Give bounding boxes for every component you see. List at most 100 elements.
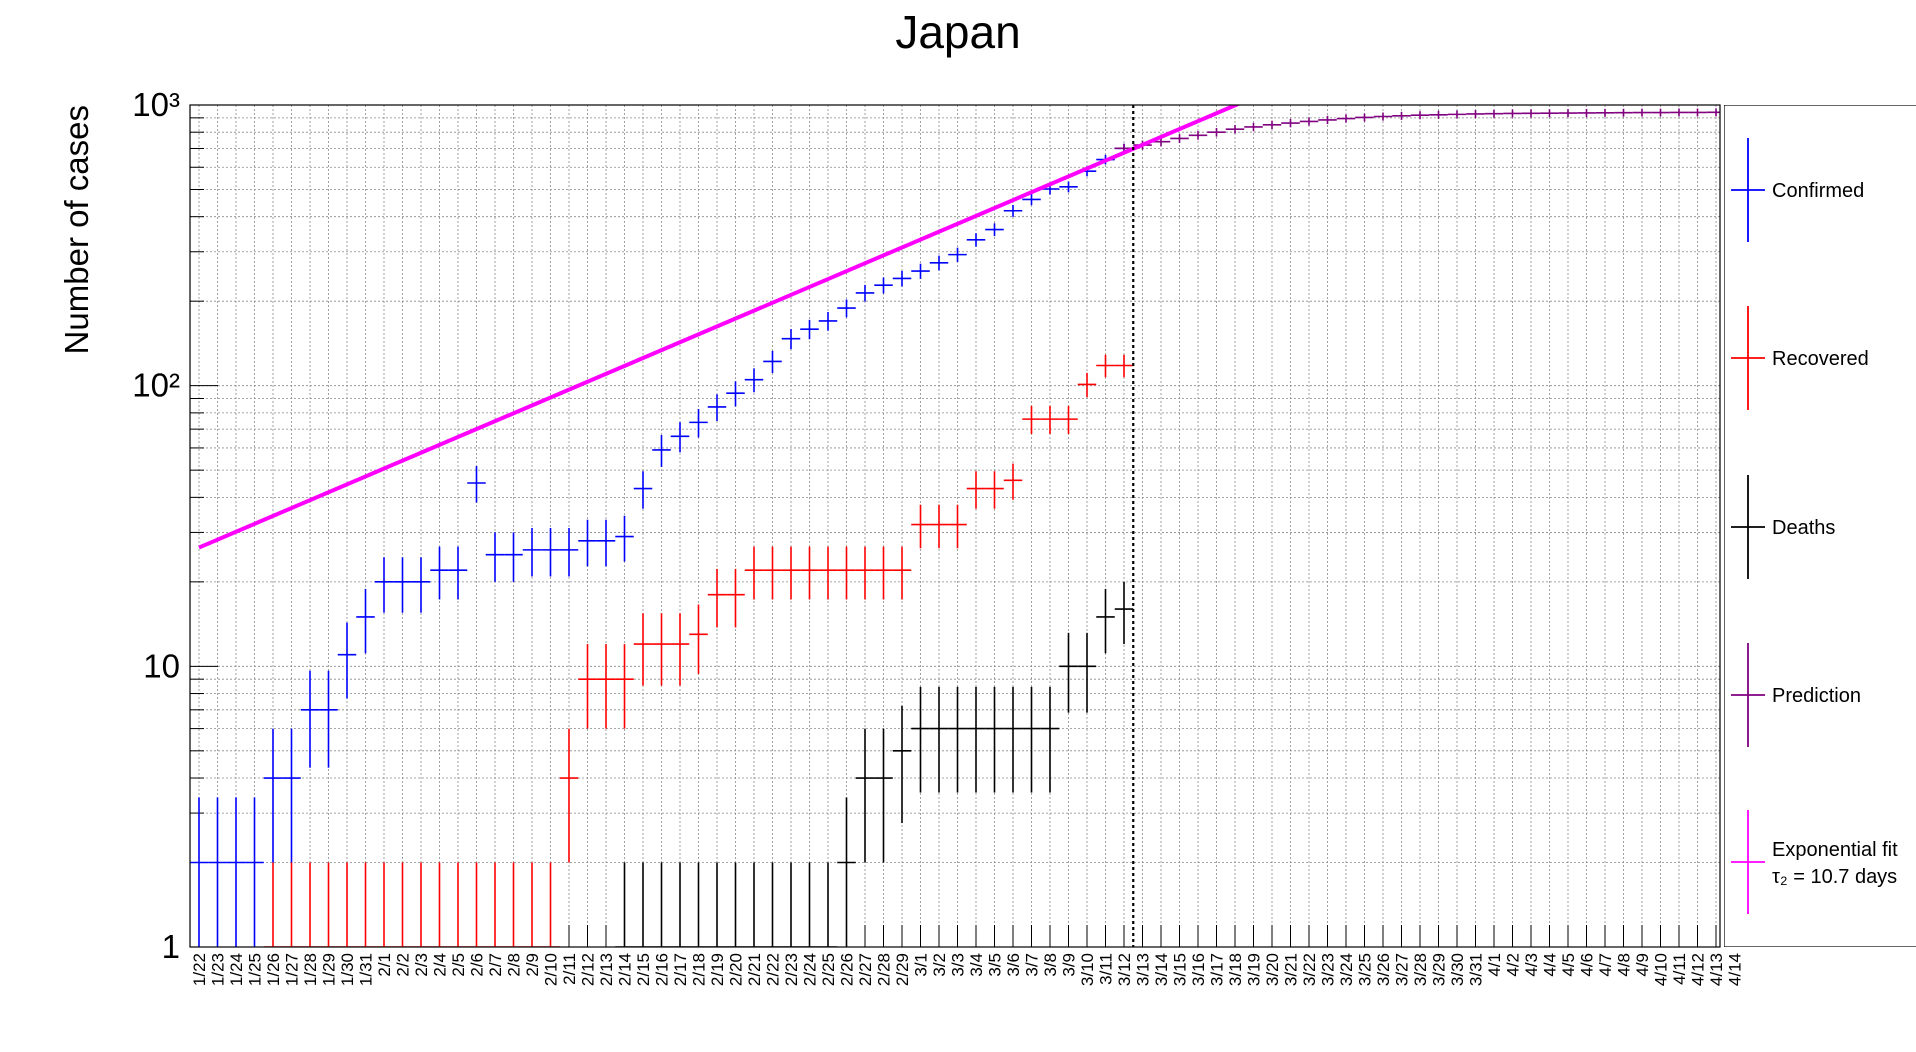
x-tick-label: 2/17 (671, 953, 690, 986)
x-tick-label: 2/24 (801, 953, 820, 986)
point-confirmed (300, 670, 320, 768)
legend-marker-confirmed (1731, 138, 1765, 242)
point-recovered (633, 613, 653, 686)
point-confirmed (504, 532, 523, 582)
x-tick-label: 1/26 (264, 953, 283, 986)
point-recovered (892, 546, 912, 600)
x-tick-label: 3/3 (949, 953, 968, 977)
point-confirmed (837, 299, 856, 318)
x-tick-label: 2/25 (819, 953, 838, 986)
point-prediction (1447, 110, 1467, 119)
point-deaths (689, 862, 708, 947)
point-recovered (837, 546, 856, 600)
x-tick-label: 2/26 (838, 953, 857, 986)
point-recovered (1040, 405, 1060, 434)
point-deaths (855, 728, 875, 863)
point-recovered (485, 862, 505, 947)
x-tick-label: 3/10 (1078, 953, 1097, 986)
x-tick-label: 2/4 (431, 953, 450, 977)
point-prediction (1484, 109, 1504, 118)
point-prediction (1521, 109, 1541, 118)
x-tick-label: 3/16 (1189, 953, 1208, 986)
point-recovered (448, 862, 468, 947)
x-axis-ticks: 1/22 1/23 1/24 1/25 1/26 1/27 1/28 1/29 1/30 1/31… (190, 925, 1745, 986)
point-confirmed (522, 528, 542, 577)
legend-label: Deaths (1772, 517, 1835, 539)
point-recovered (615, 644, 634, 729)
x-tick-label: 3/9 (1060, 953, 1079, 977)
x-tick-label: 3/18 (1226, 953, 1245, 986)
x-tick-label: 3/1 (912, 953, 931, 977)
x-tick-label: 3/20 (1263, 953, 1282, 986)
point-deaths (1096, 588, 1115, 654)
plot-area (190, 105, 1720, 947)
point-recovered (578, 644, 597, 729)
point-confirmed (467, 466, 486, 503)
legend-label: Confirmed (1772, 180, 1864, 202)
point-confirmed (190, 797, 209, 947)
point-recovered (966, 471, 986, 509)
point-confirmed (448, 546, 468, 600)
point-recovered (929, 504, 949, 549)
point-prediction (1318, 115, 1337, 125)
x-tick-label: 3/28 (1411, 953, 1430, 986)
point-confirmed (430, 546, 449, 600)
point-prediction (1558, 109, 1578, 118)
point-confirmed (855, 284, 875, 302)
point-recovered (393, 862, 412, 947)
point-confirmed (966, 233, 986, 247)
point-deaths (633, 862, 653, 947)
point-confirmed (263, 728, 283, 863)
point-deaths (800, 862, 819, 947)
x-tick-label: 2/14 (616, 953, 635, 986)
point-deaths (781, 862, 801, 947)
x-tick-label: 4/3 (1522, 953, 1541, 977)
x-tick-label: 1/30 (338, 953, 357, 986)
point-deaths (1022, 686, 1041, 793)
point-confirmed (911, 263, 930, 279)
point-deaths (652, 862, 671, 947)
point-deaths (763, 862, 782, 947)
grid (190, 105, 1735, 947)
x-tick-label: 3/29 (1430, 953, 1449, 986)
x-tick-label: 3/13 (1134, 953, 1153, 986)
x-tick-label: 2/9 (523, 953, 542, 977)
point-recovered (726, 568, 745, 628)
point-confirmed (356, 588, 375, 654)
x-tick-label: 1/25 (246, 953, 265, 986)
x-tick-label: 4/4 (1541, 953, 1560, 977)
point-prediction (1225, 125, 1245, 134)
point-recovered (874, 546, 893, 600)
y-tick-label: 10 (143, 647, 180, 684)
point-confirmed (800, 319, 819, 340)
x-tick-label: 2/10 (542, 953, 561, 986)
point-recovered (689, 604, 708, 674)
point-recovered (1114, 354, 1134, 378)
x-tick-label: 4/6 (1578, 953, 1597, 977)
point-recovered (467, 862, 486, 947)
point-prediction (1595, 108, 1615, 117)
x-tick-label: 4/9 (1633, 953, 1652, 977)
x-tick-label: 3/22 (1300, 953, 1319, 986)
point-confirmed (337, 622, 357, 699)
x-tick-label: 2/22 (764, 953, 783, 986)
point-prediction (1651, 108, 1670, 117)
x-tick-label: 2/29 (893, 953, 912, 986)
x-tick-label: 1/29 (320, 953, 339, 986)
point-confirmed (929, 255, 949, 271)
point-confirmed (689, 408, 708, 438)
y-axis-label: Number of cases (58, 105, 95, 354)
point-confirmed (596, 519, 616, 567)
point-confirmed (1022, 193, 1041, 206)
x-tick-label: 3/6 (1004, 953, 1023, 977)
point-confirmed (282, 728, 301, 863)
point-recovered (652, 613, 671, 686)
point-recovered (559, 728, 579, 863)
point-recovered (818, 546, 838, 600)
point-deaths (615, 862, 634, 947)
point-prediction (1503, 109, 1522, 118)
point-confirmed (1003, 204, 1023, 217)
x-tick-label: 2/13 (597, 953, 616, 986)
x-tick-label: 4/11 (1670, 953, 1689, 985)
